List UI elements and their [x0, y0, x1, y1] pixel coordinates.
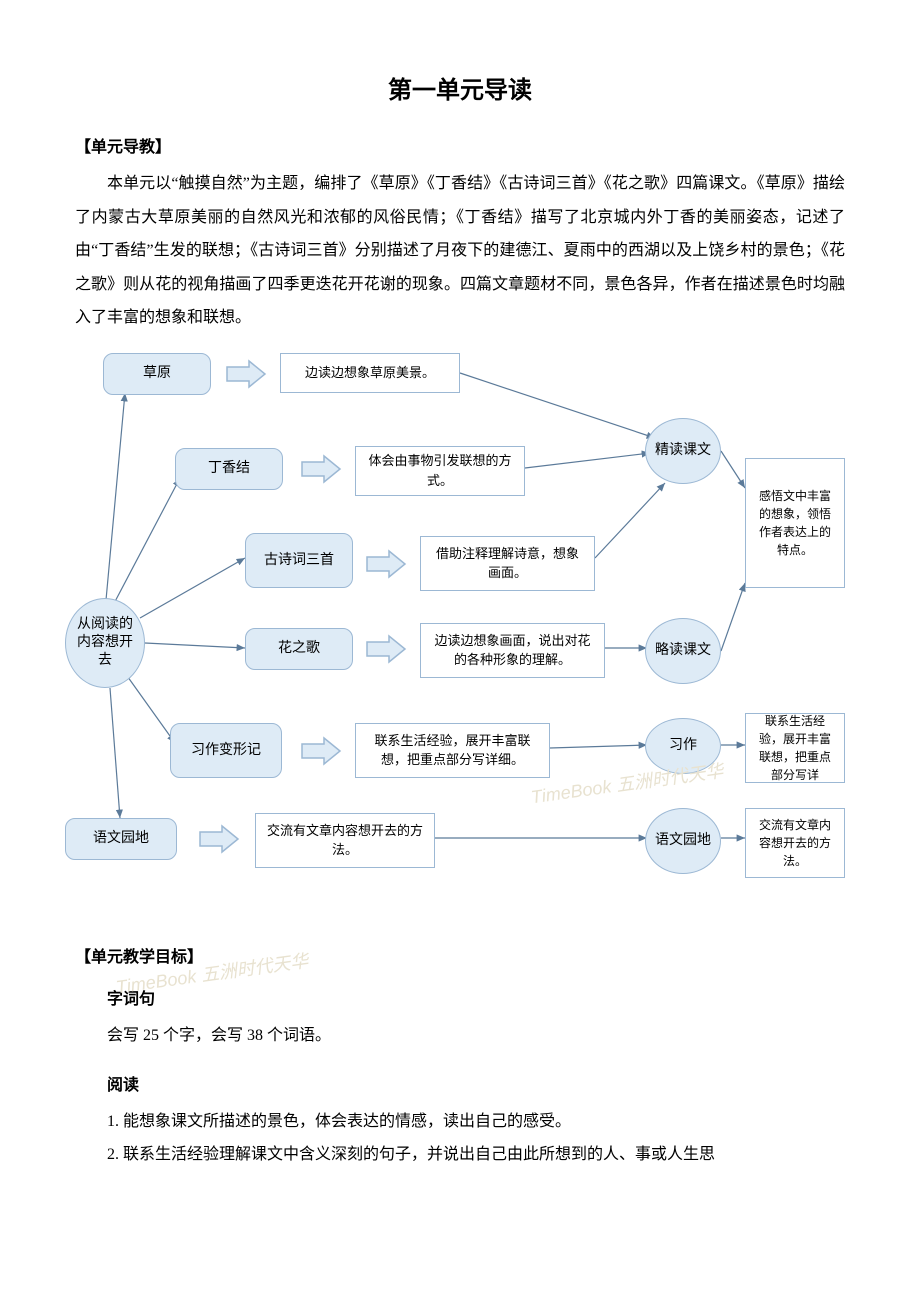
topic-node: 草原: [103, 353, 211, 395]
section-goals-heading: 【单元教学目标】: [75, 943, 845, 967]
arrow-icon: [300, 736, 342, 766]
arrow-icon: [365, 634, 407, 664]
page-title: 第一单元导读: [75, 70, 845, 105]
category-node: 略读课文: [645, 618, 721, 684]
intro-paragraph: 本单元以“触摸自然”为主题，编排了《草原》《丁香结》《古诗词三首》《花之歌》四篇…: [75, 167, 845, 335]
outcome-node: 交流有文章内容想开去的方法。: [745, 808, 845, 878]
arrow-icon: [198, 824, 240, 854]
description-node: 交流有文章内容想开去的方法。: [255, 813, 435, 868]
vocab-text: 会写 25 个字，会写 38 个词语。: [107, 1019, 845, 1053]
category-node: 习作: [645, 718, 721, 774]
sub-heading-reading: 阅读: [107, 1071, 845, 1095]
category-node: 精读课文: [645, 418, 721, 484]
hub-node: 从阅读的内容想开去: [65, 598, 145, 688]
arrow-icon: [225, 359, 267, 389]
description-node: 边读边想象草原美景。: [280, 353, 460, 393]
topic-node: 花之歌: [245, 628, 353, 670]
outcome-node: 联系生活经验，展开丰富联想，把重点部分写详: [745, 713, 845, 783]
reading-item-2: 2. 联系生活经验理解课文中含义深刻的句子，并说出自己由此所想到的人、事或人生思: [107, 1138, 845, 1172]
reading-item-1: 1. 能想象课文所描述的景色，体会表达的情感，读出自己的感受。: [107, 1105, 845, 1139]
description-node: 边读边想象画面，说出对花的各种形象的理解。: [420, 623, 605, 678]
outcome-node: 感悟文中丰富的想象，领悟作者表达上的特点。: [745, 458, 845, 588]
topic-node: 语文园地: [65, 818, 177, 860]
arrow-icon: [365, 549, 407, 579]
topic-node: 丁香结: [175, 448, 283, 490]
topic-node: 习作变形记: [170, 723, 282, 778]
arrow-icon: [300, 454, 342, 484]
description-node: 借助注释理解诗意，想象画面。: [420, 536, 595, 591]
section-intro-heading: 【单元导教】: [75, 133, 845, 157]
description-node: 体会由事物引发联想的方式。: [355, 446, 525, 496]
category-node: 语文园地: [645, 808, 721, 874]
sub-heading-vocab: 字词句: [107, 985, 845, 1009]
description-node: 联系生活经验，展开丰富联想，把重点部分写详细。: [355, 723, 550, 778]
concept-diagram: 从阅读的内容想开去 草原丁香结古诗词三首花之歌习作变形记语文园地 边读边想象草原美景…: [65, 353, 845, 913]
topic-node: 古诗词三首: [245, 533, 353, 588]
